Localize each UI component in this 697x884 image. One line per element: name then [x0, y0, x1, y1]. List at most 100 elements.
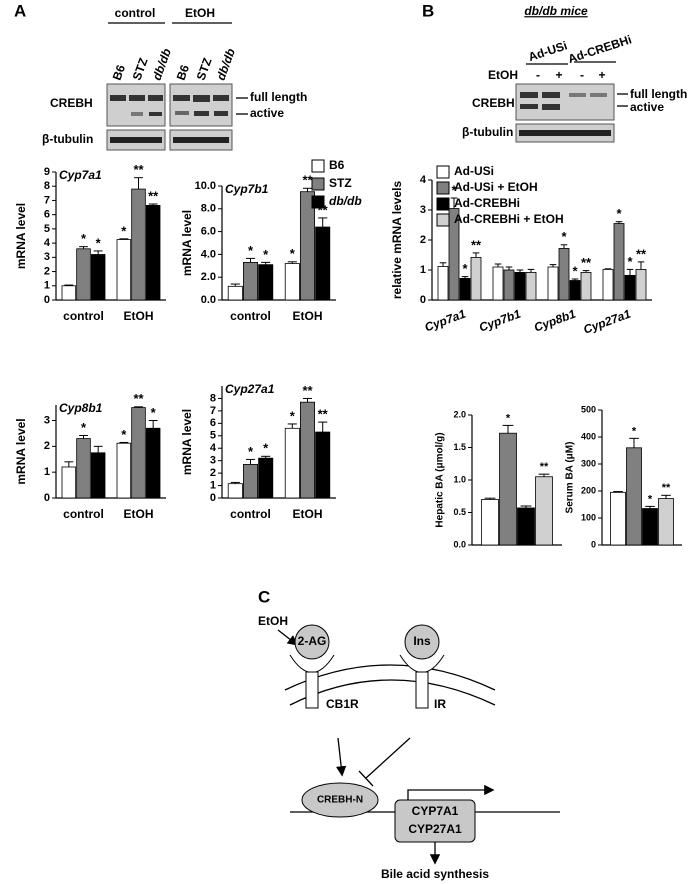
significance: ** — [540, 461, 549, 473]
x-tick-label: EtOH — [293, 507, 323, 521]
x-tick-label: control — [230, 507, 271, 521]
y-axis-label: mRNA level — [180, 210, 194, 276]
significance: * — [81, 420, 87, 435]
lane-label: STZ — [130, 56, 151, 82]
bar — [642, 508, 658, 546]
bar — [503, 269, 515, 301]
y-tick-label: 500 — [581, 404, 596, 414]
significance: ** — [581, 255, 592, 270]
significance: ** — [302, 173, 313, 188]
significance: * — [81, 231, 87, 246]
receptor: IR — [434, 697, 446, 711]
bar — [299, 401, 315, 499]
bar — [514, 271, 526, 301]
y-tick-label: 4.0 — [201, 248, 216, 260]
row-label: β-tubulin — [42, 132, 93, 146]
factor: CREBH-N — [317, 795, 363, 806]
bar — [116, 442, 132, 499]
legend-swatch — [311, 195, 325, 209]
legend-swatch — [436, 165, 450, 179]
bar — [635, 268, 647, 301]
y-tick-label: 7 — [44, 194, 50, 206]
treatment-mark: - — [536, 68, 540, 82]
band-label: active — [250, 106, 284, 120]
x-tick-label: Cyp7b1 — [477, 307, 523, 335]
group-label: control — [115, 6, 156, 20]
bar — [284, 427, 300, 499]
bar — [315, 431, 331, 499]
significance: ** — [636, 246, 647, 261]
legend-swatch — [311, 177, 325, 191]
x-tick-label: Cyp8b1 — [532, 307, 578, 335]
y-axis-label: relative mRNA levels — [390, 181, 404, 300]
significance: * — [151, 405, 157, 420]
x-tick-label: control — [63, 507, 104, 521]
y-tick-label: 400 — [581, 431, 596, 441]
y-tick-label: 2 — [420, 234, 426, 246]
group-label: Ad-USi — [527, 38, 569, 64]
bar — [258, 264, 274, 301]
bar — [613, 223, 625, 301]
legend-label: Ad-CREBHi + EtOH — [454, 212, 564, 226]
y-tick-label: 6 — [44, 209, 50, 221]
lane-label: B6 — [110, 63, 129, 83]
bar — [315, 226, 331, 301]
significance: ** — [133, 162, 144, 177]
chart-title: Cyp8b1 — [59, 401, 103, 415]
legend-label: Ad-CREBHi — [454, 196, 520, 210]
bar — [547, 266, 559, 301]
y-tick-label: 6 — [210, 417, 216, 429]
lane-label: B6 — [174, 63, 193, 83]
group-label: EtOH — [185, 6, 215, 20]
diagram: EtOH 2-AG Ins CB1R IR CREBH-N CYP7A1 CYP… — [258, 614, 560, 881]
y-tick-label: 100 — [581, 512, 596, 522]
bar — [76, 438, 91, 499]
treatment-label: EtOH — [488, 68, 518, 82]
y-tick-label: 3 — [420, 204, 426, 216]
y-tick-label: 5 — [44, 223, 50, 235]
bar — [131, 407, 146, 499]
y-tick-label: 7 — [210, 405, 216, 417]
chart-title: Cyp27a1 — [225, 382, 275, 396]
significance: ** — [318, 407, 329, 422]
bar — [470, 256, 482, 301]
row-label: CREBH — [472, 96, 515, 110]
legend-swatch — [311, 159, 325, 173]
lane-label: STZ — [194, 56, 215, 82]
band-label: full length — [250, 90, 307, 104]
bar — [437, 265, 449, 301]
legend-label: Ad-USi + EtOH — [454, 180, 538, 194]
panel-label: C — [258, 587, 270, 606]
bar — [517, 507, 535, 546]
y-axis-label: mRNA level — [14, 418, 28, 484]
significance: * — [451, 182, 457, 197]
y-tick-label: 1.0 — [453, 474, 466, 484]
significance: * — [290, 246, 296, 261]
treatment-mark: + — [555, 68, 562, 82]
y-tick-label: 8 — [210, 392, 216, 404]
significance: * — [121, 427, 127, 442]
y-tick-label: 9 — [44, 166, 50, 178]
y-tick-label: 1 — [420, 264, 426, 276]
bar — [284, 263, 300, 301]
group-label: Ad-CREBHi — [566, 32, 633, 66]
blot-title: db/db mice — [524, 4, 588, 18]
lane-label: db/db — [214, 47, 238, 82]
y-tick-label: 200 — [581, 485, 596, 495]
y-tick-label: 0.5 — [453, 507, 466, 517]
significance: ** — [133, 391, 144, 406]
bar — [626, 447, 642, 546]
significance: * — [627, 254, 633, 269]
y-tick-label: 4 — [44, 237, 51, 249]
bar — [535, 476, 553, 546]
bar — [145, 205, 161, 301]
significance: * — [121, 223, 127, 238]
bar — [525, 271, 537, 301]
significance: * — [248, 444, 254, 459]
panel-label: B — [422, 1, 434, 20]
x-tick-label: EtOH — [124, 309, 154, 323]
lane-label: db/db — [150, 47, 174, 82]
row-label: β-tubulin — [462, 125, 513, 139]
significance: * — [616, 206, 622, 221]
x-tick-label: control — [230, 309, 271, 323]
